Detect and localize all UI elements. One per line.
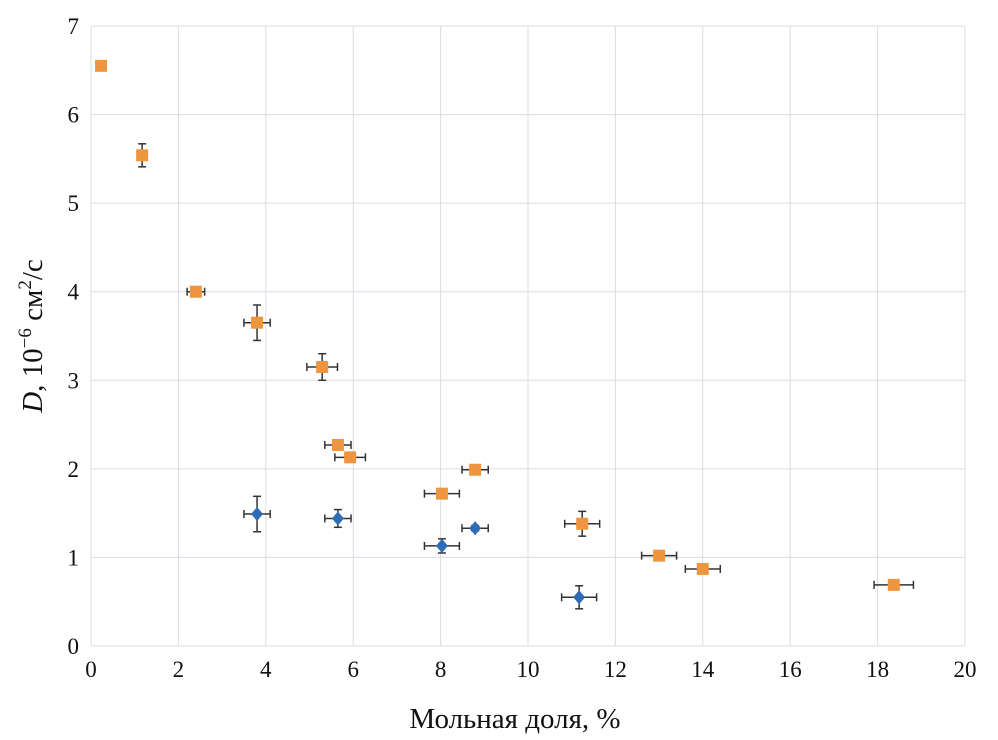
data-point-square-10: [640, 549, 678, 562]
x-tick-label: 10: [517, 657, 540, 682]
y-tick-label: 3: [68, 368, 80, 393]
data-point-square-6: [334, 451, 367, 464]
data-point-diamond-4: [560, 585, 598, 610]
y-tick-label: 7: [68, 14, 80, 39]
x-tick-label: 18: [866, 657, 889, 682]
square-marker: [331, 438, 344, 451]
x-tick-label: 20: [954, 657, 977, 682]
square-marker: [95, 59, 108, 72]
x-tick-label: 2: [173, 657, 185, 682]
x-tick-label: 6: [347, 657, 359, 682]
y-axis-label: D, 10−6 см2/с: [15, 259, 49, 414]
x-axis-label: Мольная доля, %: [409, 703, 620, 735]
square-marker: [316, 361, 329, 373]
data-point-square-8: [423, 487, 461, 500]
y-label-symbol: D: [17, 392, 49, 414]
data-point-square-0: [95, 59, 108, 72]
data-point-square-4: [306, 352, 339, 382]
data-point-square-2: [186, 285, 206, 298]
square-marker: [576, 517, 589, 530]
x-axis-ticks: 0 2 4 6 8 10 12 14 16 18 20: [85, 657, 976, 682]
y-tick-label: 2: [68, 457, 80, 482]
y-label-scale: , 10: [17, 348, 49, 392]
y-label-unit-exponent: 2: [15, 280, 36, 290]
diamond-marker: [435, 538, 448, 553]
y-tick-label: 6: [68, 103, 80, 128]
diamond-marker: [469, 521, 482, 536]
square-marker: [251, 316, 264, 329]
square-marker: [136, 149, 149, 162]
y-tick-label: 5: [68, 191, 80, 216]
data-point-diamond-2: [423, 538, 461, 554]
square-marker: [887, 578, 900, 591]
grid: [90, 25, 966, 647]
data-point-diamond-1: [324, 508, 352, 529]
y-label-unit: см: [17, 290, 49, 328]
data-point-square-11: [684, 562, 722, 575]
x-tick-label: 12: [604, 657, 627, 682]
data-point-square-3: [243, 304, 271, 342]
diamond-marker: [573, 590, 586, 605]
square-marker: [653, 549, 666, 562]
x-tick-label: 4: [260, 657, 272, 682]
data-point-square-5: [324, 438, 352, 451]
data-point-diamond-3: [461, 521, 489, 536]
x-tick-label: 0: [85, 657, 97, 682]
data-point-square-12: [873, 578, 915, 591]
y-label-unit-tail: /с: [17, 259, 49, 280]
diamond-marker: [331, 511, 344, 526]
y-label-exponent: −6: [15, 328, 36, 348]
diamond-marker: [251, 507, 264, 522]
square-marker: [344, 451, 357, 464]
data-point-square-9: [563, 510, 601, 537]
data-point-square-1: [136, 143, 149, 168]
y-axis-ticks: 0 1 2 3 4 5 6 7: [68, 14, 80, 659]
square-marker: [696, 562, 709, 575]
y-tick-label: 1: [68, 545, 80, 570]
square-marker: [435, 487, 448, 500]
data-point-square-7: [461, 463, 489, 476]
y-tick-label: 0: [68, 634, 80, 659]
x-tick-label: 14: [691, 657, 715, 682]
data-point-diamond-0: [243, 495, 271, 533]
data-points: [95, 59, 915, 610]
square-marker: [189, 285, 202, 298]
square-marker: [469, 463, 482, 476]
y-tick-label: 4: [68, 280, 80, 305]
x-tick-label: 16: [779, 657, 802, 682]
x-tick-label: 8: [435, 657, 447, 682]
